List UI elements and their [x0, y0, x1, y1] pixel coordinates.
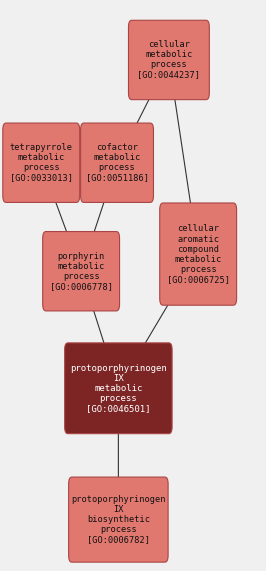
FancyBboxPatch shape: [160, 203, 237, 305]
Text: cofactor
metabolic
process
[GO:0051186]: cofactor metabolic process [GO:0051186]: [86, 143, 148, 182]
Text: protoporphyrinogen
IX
metabolic
process
[GO:0046501]: protoporphyrinogen IX metabolic process …: [70, 364, 167, 413]
FancyBboxPatch shape: [3, 123, 80, 203]
Text: tetrapyrrole
metabolic
process
[GO:0033013]: tetrapyrrole metabolic process [GO:00330…: [10, 143, 73, 182]
FancyBboxPatch shape: [81, 123, 153, 203]
Text: porphyrin
metabolic
process
[GO:0006778]: porphyrin metabolic process [GO:0006778]: [50, 252, 113, 291]
FancyBboxPatch shape: [128, 20, 209, 99]
FancyBboxPatch shape: [69, 477, 168, 562]
FancyBboxPatch shape: [65, 343, 172, 434]
Text: cellular
aromatic
compound
metabolic
process
[GO:0006725]: cellular aromatic compound metabolic pro…: [167, 224, 230, 284]
Text: cellular
metabolic
process
[GO:0044237]: cellular metabolic process [GO:0044237]: [138, 41, 200, 79]
Text: protoporphyrinogen
IX
biosynthetic
process
[GO:0006782]: protoporphyrinogen IX biosynthetic proce…: [71, 495, 166, 544]
FancyBboxPatch shape: [43, 232, 120, 311]
